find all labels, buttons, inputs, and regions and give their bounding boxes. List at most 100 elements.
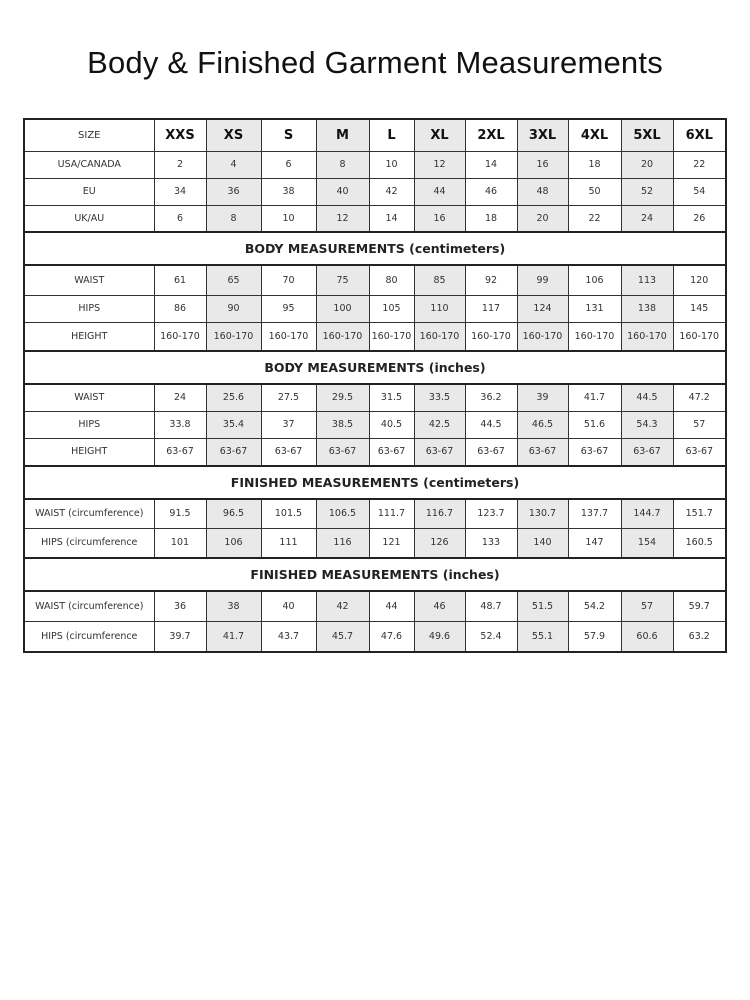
value-cell: 38 bbox=[260, 177, 317, 206]
table-row: WAIST 61 65 70 75 80 85 92 99 106 113 120 bbox=[23, 264, 727, 296]
value-cell: 63-67 bbox=[516, 437, 569, 467]
value-cell: 86 bbox=[153, 294, 207, 323]
value-cell: 160-170 bbox=[368, 321, 415, 352]
section-header-row: BODY MEASUREMENTS (centimeters) bbox=[23, 231, 727, 266]
value-cell: 45.7 bbox=[315, 620, 370, 653]
value-cell: 160-170 bbox=[672, 321, 727, 352]
row-label: WAIST (circumference) bbox=[23, 498, 155, 529]
value-cell: 33.8 bbox=[153, 410, 207, 439]
value-cell: 44 bbox=[413, 177, 466, 206]
table-row: WAIST (circumference) 36 38 40 42 44 46 48.7 51.… bbox=[23, 590, 727, 622]
table-row: HIPS (circumference 39.7 41.7 43.7 45.7 47.6 4… bbox=[23, 620, 727, 653]
value-cell: 55.1 bbox=[516, 620, 569, 653]
value-cell: 18 bbox=[567, 150, 622, 179]
value-cell: 80 bbox=[368, 264, 415, 296]
size-header-cell: 4XL bbox=[567, 118, 622, 152]
value-cell: 120 bbox=[672, 264, 727, 296]
size-header-cell: XS bbox=[205, 118, 262, 152]
value-cell: 35.4 bbox=[205, 410, 262, 439]
value-cell: 44.5 bbox=[620, 383, 674, 412]
section-header: BODY MEASUREMENTS (centimeters) bbox=[23, 231, 727, 266]
value-cell: 36.2 bbox=[464, 383, 518, 412]
value-cell: 160-170 bbox=[315, 321, 370, 352]
size-header-cell: L bbox=[368, 118, 415, 152]
value-cell: 51.5 bbox=[516, 590, 569, 622]
value-cell: 138 bbox=[620, 294, 674, 323]
table-row: WAIST 24 25.6 27.5 29.5 31.5 33.5 36.2 39 41.7 44.… bbox=[23, 383, 727, 412]
value-cell: 43.7 bbox=[260, 620, 317, 653]
value-cell: 160-170 bbox=[413, 321, 466, 352]
value-cell: 40 bbox=[315, 177, 370, 206]
section-title: BODY MEASUREMENTS bbox=[264, 360, 425, 375]
value-cell: 38.5 bbox=[315, 410, 370, 439]
value-cell: 124 bbox=[516, 294, 569, 323]
section-unit: (inches) bbox=[442, 567, 500, 582]
size-header-cell: 5XL bbox=[620, 118, 674, 152]
table-row: UK/AU 6 8 10 12 14 16 18 20 22 24 26 bbox=[23, 204, 727, 233]
value-cell: 63-67 bbox=[260, 437, 317, 467]
table-row: HEIGHT 160-170 160-170 160-170 160-170 160-17… bbox=[23, 321, 727, 352]
value-cell: 63-67 bbox=[205, 437, 262, 467]
section-header: BODY MEASUREMENTS (inches) bbox=[23, 350, 727, 385]
section-title: FINISHED MEASUREMENTS bbox=[230, 475, 419, 490]
value-cell: 101 bbox=[153, 527, 207, 559]
value-cell: 57 bbox=[672, 410, 727, 439]
value-cell: 60.6 bbox=[620, 620, 674, 653]
value-cell: 70 bbox=[260, 264, 317, 296]
value-cell: 137.7 bbox=[567, 498, 622, 529]
value-cell: 63-67 bbox=[153, 437, 207, 467]
size-header-cell: S bbox=[260, 118, 317, 152]
section-header-row: FINISHED MEASUREMENTS (inches) bbox=[23, 557, 727, 592]
value-cell: 52 bbox=[620, 177, 674, 206]
section-unit: (centimeters) bbox=[409, 241, 506, 256]
value-cell: 61 bbox=[153, 264, 207, 296]
row-label: HEIGHT bbox=[23, 437, 155, 467]
row-label: HEIGHT bbox=[23, 321, 155, 352]
value-cell: 16 bbox=[516, 150, 569, 179]
value-cell: 101.5 bbox=[260, 498, 317, 529]
table-row: WAIST (circumference) 91.5 96.5 101.5 106.5 1… bbox=[23, 498, 727, 529]
value-cell: 37 bbox=[260, 410, 317, 439]
value-cell: 48.7 bbox=[464, 590, 518, 622]
section-title: FINISHED MEASUREMENTS bbox=[250, 567, 439, 582]
value-cell: 26 bbox=[672, 204, 727, 233]
value-cell: 44 bbox=[368, 590, 415, 622]
value-cell: 12 bbox=[413, 150, 466, 179]
value-cell: 42 bbox=[315, 590, 370, 622]
value-cell: 54.2 bbox=[567, 590, 622, 622]
value-cell: 85 bbox=[413, 264, 466, 296]
value-cell: 44.5 bbox=[464, 410, 518, 439]
section-header-row: BODY MEASUREMENTS (inches) bbox=[23, 350, 727, 385]
value-cell: 10 bbox=[260, 204, 317, 233]
value-cell: 24 bbox=[620, 204, 674, 233]
value-cell: 29.5 bbox=[315, 383, 370, 412]
value-cell: 160-170 bbox=[516, 321, 569, 352]
value-cell: 22 bbox=[567, 204, 622, 233]
value-cell: 160-170 bbox=[260, 321, 317, 352]
section-unit: (inches) bbox=[428, 360, 486, 375]
value-cell: 63-67 bbox=[315, 437, 370, 467]
value-cell: 54 bbox=[672, 177, 727, 206]
value-cell: 117 bbox=[464, 294, 518, 323]
value-cell: 8 bbox=[315, 150, 370, 179]
value-cell: 96.5 bbox=[205, 498, 262, 529]
value-cell: 116.7 bbox=[413, 498, 466, 529]
value-cell: 106 bbox=[205, 527, 262, 559]
size-header-label: SIZE bbox=[23, 118, 155, 152]
value-cell: 126 bbox=[413, 527, 466, 559]
value-cell: 116 bbox=[315, 527, 370, 559]
value-cell: 41.7 bbox=[567, 383, 622, 412]
page-title: Body & Finished Garment Measurements bbox=[87, 44, 663, 80]
value-cell: 14 bbox=[464, 150, 518, 179]
value-cell: 133 bbox=[464, 527, 518, 559]
value-cell: 106 bbox=[567, 264, 622, 296]
value-cell: 31.5 bbox=[368, 383, 415, 412]
value-cell: 54.3 bbox=[620, 410, 674, 439]
value-cell: 46.5 bbox=[516, 410, 569, 439]
value-cell: 46 bbox=[464, 177, 518, 206]
table-row: HIPS (circumference 101 106 111 116 121 126 133… bbox=[23, 527, 727, 559]
size-header-cell: 3XL bbox=[516, 118, 569, 152]
value-cell: 36 bbox=[205, 177, 262, 206]
value-cell: 105 bbox=[368, 294, 415, 323]
row-label: EU bbox=[23, 177, 155, 206]
